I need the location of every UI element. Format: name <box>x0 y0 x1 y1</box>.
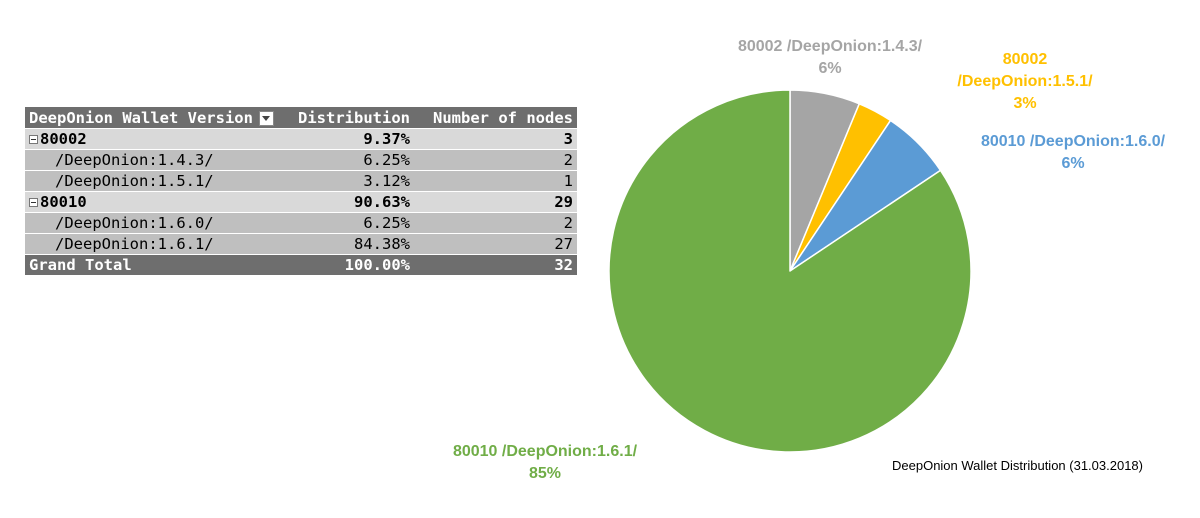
table-row: /DeepOnion:1.4.3/ 6.25% 2 <box>25 149 577 171</box>
item-distribution: 6.25% <box>291 212 414 234</box>
table-header-row: DeepOnion Wallet Version Distribution Nu… <box>25 107 577 129</box>
item-name: /DeepOnion:1.4.3/ <box>25 149 291 171</box>
item-name: /DeepOnion:1.6.1/ <box>25 233 291 255</box>
group-name[interactable]: 80002 <box>25 128 291 150</box>
group-distribution: 9.37% <box>291 128 414 150</box>
slice-label-1-5-1: 80002 /DeepOnion:1.5.1/ 3% <box>957 51 1093 112</box>
slice-label-1-6-1: 80010 /DeepOnion:1.6.1/ 85% <box>452 443 638 482</box>
header-distribution: Distribution <box>291 107 414 129</box>
header-wallet-version[interactable]: DeepOnion Wallet Version <box>25 107 291 129</box>
slice-label-1-6-0: 80010 /DeepOnion:1.6.0/ 6% <box>980 133 1166 172</box>
item-distribution: 3.12% <box>291 170 414 192</box>
grand-total-row: Grand Total 100.00% 32 <box>25 254 577 275</box>
group-nodes: 29 <box>414 191 577 213</box>
total-distribution: 100.00% <box>291 254 414 275</box>
item-distribution: 84.38% <box>291 233 414 255</box>
item-name: /DeepOnion:1.5.1/ <box>25 170 291 192</box>
item-nodes: 2 <box>414 212 577 234</box>
total-label: Grand Total <box>25 254 291 275</box>
table-row: /DeepOnion:1.5.1/ 3.12% 1 <box>25 170 577 192</box>
chart-title: DeepOnion Wallet Distribution (31.03.201… <box>892 458 1143 473</box>
table-row: /DeepOnion:1.6.0/ 6.25% 2 <box>25 212 577 234</box>
filter-dropdown-icon[interactable] <box>258 110 274 126</box>
collapse-icon[interactable] <box>29 198 38 207</box>
item-nodes: 1 <box>414 170 577 192</box>
header-number-of-nodes: Number of nodes <box>414 107 577 129</box>
group-distribution: 90.63% <box>291 191 414 213</box>
item-nodes: 2 <box>414 149 577 171</box>
total-nodes: 32 <box>414 254 577 275</box>
pivot-table: DeepOnion Wallet Version Distribution Nu… <box>25 107 577 275</box>
item-distribution: 6.25% <box>291 149 414 171</box>
item-name: /DeepOnion:1.6.0/ <box>25 212 291 234</box>
collapse-icon[interactable] <box>29 135 38 144</box>
slice-label-1-4-3: 80002 /DeepOnion:1.4.3/ 6% <box>737 38 923 77</box>
pie-slice-3 <box>608 89 972 453</box>
group-nodes: 3 <box>414 128 577 150</box>
item-nodes: 27 <box>414 233 577 255</box>
table-row: /DeepOnion:1.6.1/ 84.38% 27 <box>25 233 577 255</box>
table-row: 80002 9.37% 3 <box>25 128 577 150</box>
group-name[interactable]: 80010 <box>25 191 291 213</box>
table-row: 80010 90.63% 29 <box>25 191 577 213</box>
